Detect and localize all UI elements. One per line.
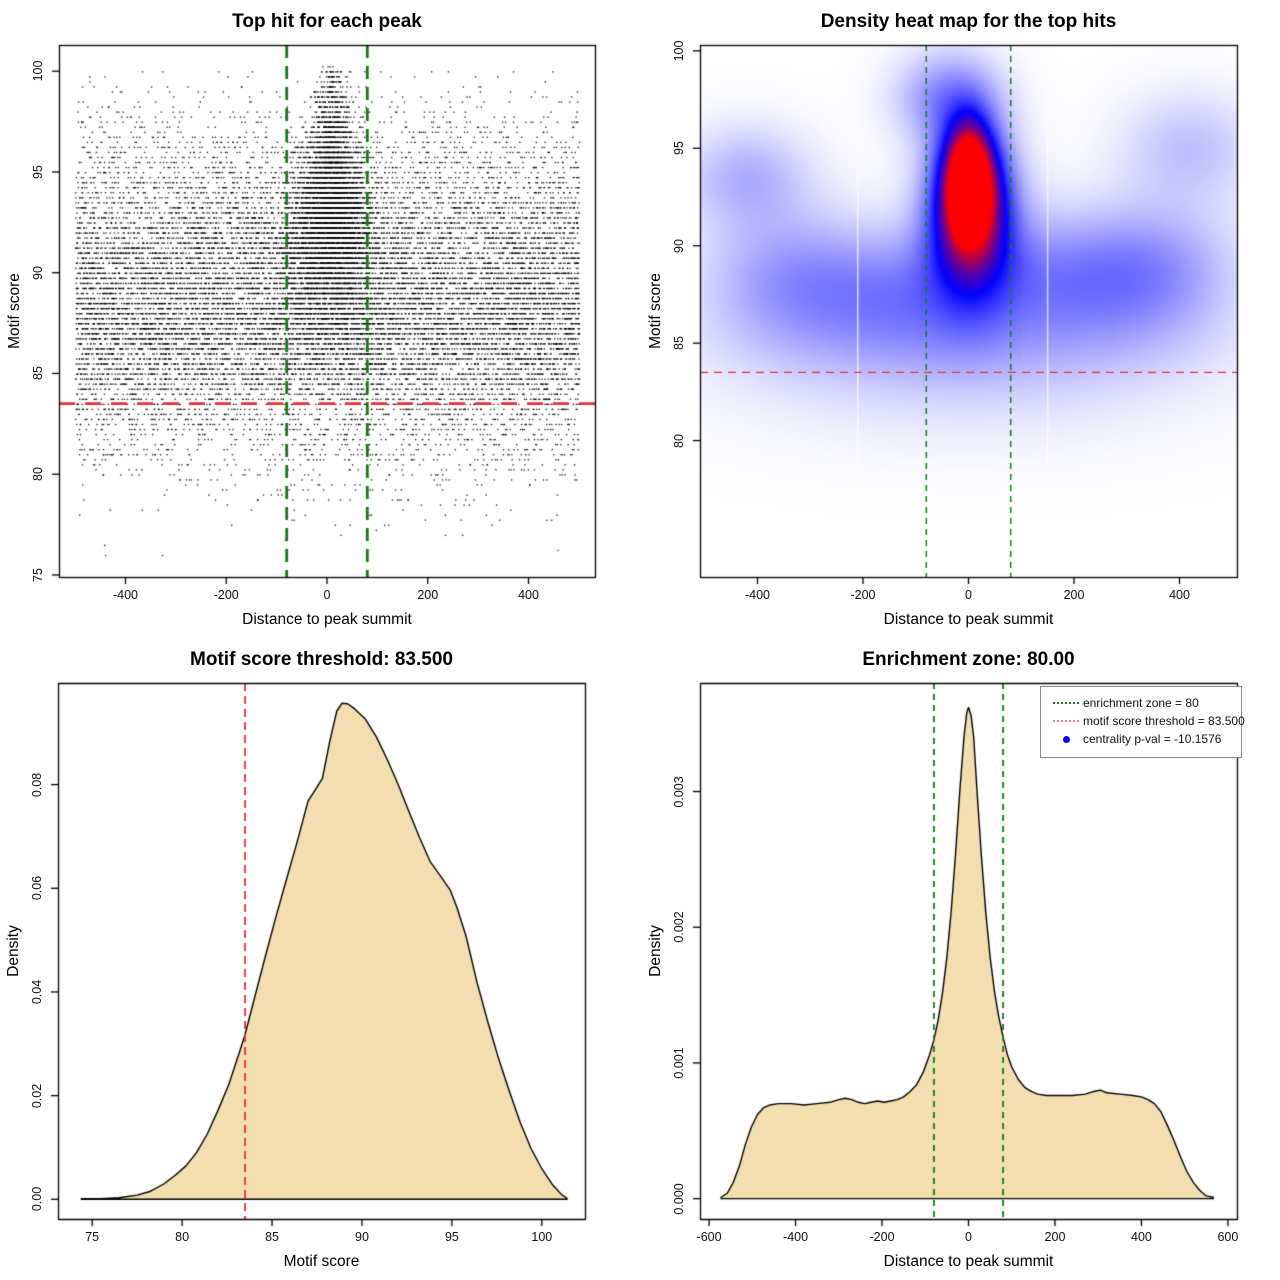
plots-canvas [0, 0, 1280, 1280]
figure-root: Top hit for each peak Distance to peak s… [0, 0, 1280, 1280]
